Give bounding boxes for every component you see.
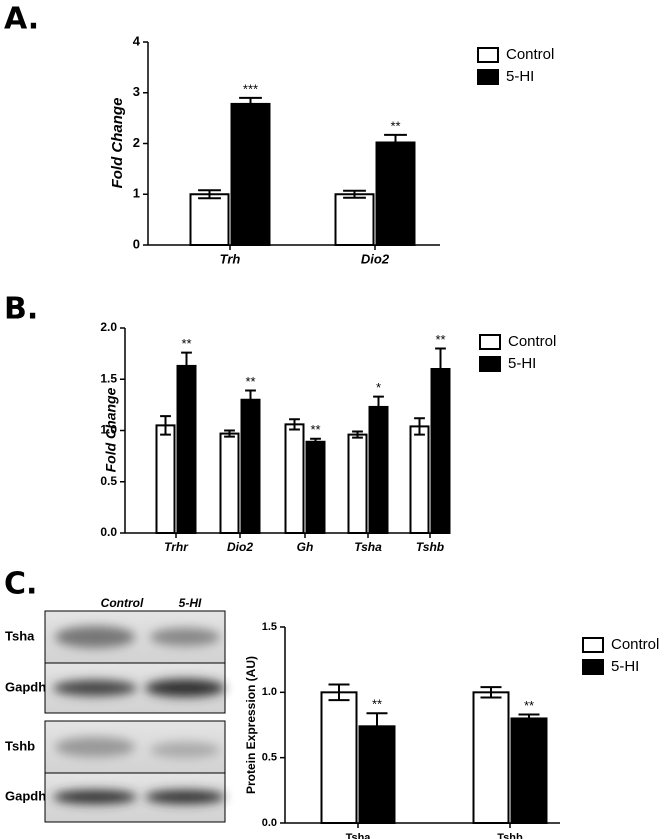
y-tick-label: 0.0 [262,817,277,829]
y-tick-label: 1 [133,186,140,201]
y-tick-label: 0 [133,236,140,251]
bar [189,193,230,246]
error-bar [366,712,388,741]
x-tick-label: Tsha [354,540,382,554]
y-tick-label: 2.0 [100,320,117,334]
error-bar [198,189,221,200]
legend-label: Control [506,46,554,63]
x-tick-label: Dio2 [227,540,253,554]
blot-row-label: Gapdh [5,679,46,694]
panel-label: B. [4,292,38,327]
significance-label: ** [245,374,255,389]
y-tick-label: 1.5 [262,621,277,633]
significance-label: * [376,380,381,395]
error-bar [181,351,192,381]
error-bar [310,437,321,446]
legend-swatch [582,637,604,653]
error-bar [343,189,366,199]
y-tick-label: 0.5 [100,474,117,488]
x-tick-label: Trhr [164,540,189,554]
panel-label: C. [4,567,37,602]
significance-label: ** [310,422,320,437]
legend-swatch [477,69,499,85]
bar [375,141,416,246]
legend-swatch [479,356,501,372]
blot-bands [53,626,225,804]
significance-label: ** [435,332,445,347]
panel-label: A. [4,2,39,37]
error-bar [414,417,425,436]
error-bar [384,133,407,152]
error-bar [224,429,235,438]
bar [240,398,261,534]
legend-label: 5-HI [508,355,536,372]
error-bar [239,96,262,112]
y-axis-label: Fold Change [103,387,119,472]
bar [320,691,358,824]
significance-label: *** [243,81,258,96]
legend-label: 5-HI [611,658,639,675]
legend-label: Control [611,636,659,653]
y-tick-label: 1.5 [100,371,117,385]
y-tick-label: 1.0 [100,423,117,437]
y-tick-label: 0.5 [262,752,277,764]
y-tick-label: 3 [133,84,140,99]
bar [409,425,430,534]
error-bar [328,683,350,702]
error-bar [480,686,502,699]
blot-column-label: Control [101,596,144,610]
x-tick-label: Tshb [416,540,444,554]
bar [358,725,396,824]
y-axis-label: Fold Change [109,98,126,189]
blot-row-label: Tsha [5,628,35,643]
western-blot: Control 5-HI Tsha Gapdh Tshb Gapdh [5,596,226,823]
bar [284,423,305,535]
bar [430,368,451,534]
significance-label: ** [372,697,382,712]
x-tick-label: Dio2 [361,251,390,266]
x-tick-label: Trh [220,251,241,266]
error-bar [289,418,300,431]
bar [368,405,389,534]
bar [230,102,271,247]
blot-column-label: 5-HI [179,596,202,610]
significance-label: ** [524,698,534,713]
significance-label: ** [390,118,400,133]
bar [305,440,326,534]
bar [155,424,176,534]
x-tick-label: Tshb [497,832,523,839]
error-bar [435,347,446,391]
legend-label: 5-HI [506,68,534,85]
y-tick-label: 2 [133,135,140,150]
x-tick-label: Tsha [346,832,372,839]
legend-label: Control [508,333,556,350]
legend-swatch [477,47,499,63]
blot-row-label: Tshb [5,738,35,753]
bar [347,433,368,535]
bar [176,364,197,534]
blot-row-label: Gapdh [5,788,46,803]
legend-swatch [582,659,604,675]
error-bar [518,713,540,724]
significance-label: ** [181,336,191,351]
error-bar [352,430,363,439]
error-bar [245,389,256,410]
bar [472,691,510,824]
legend-swatch [479,334,501,350]
bar [510,717,548,825]
y-tick-label: 0.0 [100,525,117,539]
error-bar [160,415,171,436]
y-tick-label: 1.0 [262,686,277,698]
bar [219,432,240,535]
x-tick-label: Gh [297,540,314,554]
bar [334,193,375,246]
y-axis-label: Protein Expression (AU) [244,656,258,794]
error-bar [373,395,384,419]
y-tick-label: 4 [133,33,141,48]
